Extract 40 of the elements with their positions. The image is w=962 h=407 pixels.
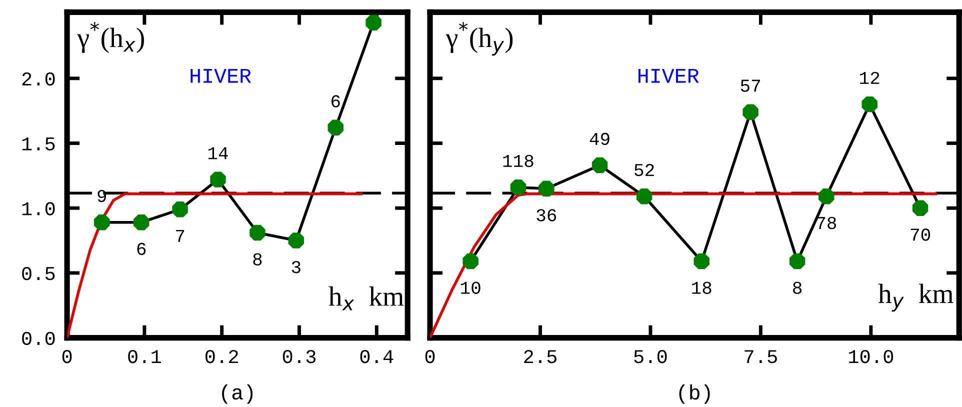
annotation: 36: [536, 209, 556, 222]
x-tick-label: 2.5: [524, 350, 557, 364]
annotation: 57: [740, 80, 760, 92]
y-tick-label: 1.0: [22, 202, 55, 216]
annotation: 6: [332, 95, 340, 108]
x-tick-label: 0: [62, 350, 72, 364]
x-axis-title: h$_{x}$ km: [328, 286, 404, 310]
annotation: 10: [461, 282, 480, 294]
text: (a): [222, 384, 253, 404]
annotation: 12: [860, 72, 880, 84]
annotation: 3: [292, 260, 300, 274]
annotation: 8: [253, 253, 262, 266]
y-tick-label: 0.0: [22, 332, 55, 346]
y-axis-title: γ$^{*}$(h$_{y}$): [446, 22, 513, 56]
annotation: 8: [793, 282, 802, 294]
text: (b): [679, 384, 710, 404]
x-tick-label: 0: [425, 350, 435, 364]
x-tick-label: 5.0: [634, 350, 667, 364]
x-tick-label: 0.3: [282, 350, 316, 364]
x-tick-label: 7.5: [744, 350, 777, 364]
annotation: 78: [816, 216, 836, 230]
annotation: 14: [208, 147, 228, 160]
y-tick-label: 2.0: [22, 72, 55, 86]
annotation: 18: [692, 282, 712, 294]
annotation: 6: [137, 242, 146, 256]
annotation: 7: [176, 230, 184, 242]
annotation: 52: [634, 164, 654, 176]
annotation: 49: [590, 132, 610, 146]
annotation: HIVER: [190, 68, 252, 83]
annotation: HIVER: [638, 68, 699, 83]
x-tick-label: 0.2: [206, 350, 238, 364]
annotation: 70: [910, 228, 930, 241]
y-axis-title: γ$^{*}$(h$_{x}$): [77, 22, 144, 53]
x-axis-title: h$_{y}$ km: [878, 284, 954, 312]
y-tick-label: 0.5: [22, 266, 55, 280]
y-tick-label: 1.5: [22, 137, 55, 150]
x-tick-label: 0.1: [128, 350, 162, 364]
x-tick-label: 0.4: [360, 350, 394, 364]
x-tick-label: 10.0: [849, 350, 894, 364]
annotation: 118: [503, 154, 534, 168]
